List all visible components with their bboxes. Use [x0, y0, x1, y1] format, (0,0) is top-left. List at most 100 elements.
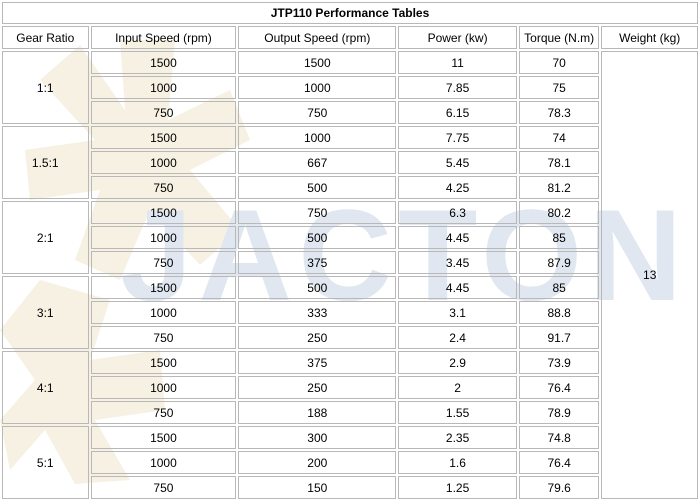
column-header: Weight (kg)	[601, 26, 698, 49]
power-cell: 6.3	[398, 201, 517, 224]
power-cell: 1.6	[398, 451, 517, 474]
input-cell: 1500	[90, 126, 237, 149]
input-cell: 1000	[90, 376, 237, 399]
output-cell: 250	[238, 326, 397, 349]
torque-cell: 91.7	[518, 326, 600, 349]
weight-cell: 13	[601, 51, 698, 499]
power-cell: 4.45	[398, 226, 517, 249]
power-cell: 6.15	[398, 101, 517, 124]
output-cell: 300	[238, 426, 397, 449]
power-cell: 7.75	[398, 126, 517, 149]
torque-cell: 76.4	[518, 376, 600, 399]
output-cell: 1000	[238, 76, 397, 99]
output-cell: 375	[238, 251, 397, 274]
table-row: 750 250 2.4 91.7	[2, 326, 698, 349]
torque-cell: 85	[518, 276, 600, 299]
table-row: 1:1 1500 1500 11 70 13	[2, 51, 698, 499]
table-row: 1.5:1 1500 1000 7.75 74	[2, 126, 698, 199]
output-cell: 1000	[238, 126, 397, 149]
column-header: Input Speed (rpm)	[90, 26, 237, 49]
output-cell: 667	[238, 151, 397, 174]
output-cell: 333	[238, 301, 397, 324]
output-cell: 750	[238, 101, 397, 124]
input-cell: 1500	[90, 51, 237, 74]
input-cell: 1000	[90, 301, 237, 324]
power-cell: 4.25	[398, 176, 517, 199]
torque-cell: 74	[518, 126, 600, 149]
output-cell: 250	[238, 376, 397, 399]
power-cell: 7.85	[398, 76, 517, 99]
output-cell: 150	[238, 476, 397, 499]
input-cell: 750	[90, 251, 237, 274]
input-cell: 1000	[90, 151, 237, 174]
table-row: 5:1 1500 300 2.35 74.8	[2, 426, 698, 499]
gear-ratio-cell: 4:1	[2, 351, 89, 424]
gear-ratio-cell: 2:1	[2, 201, 89, 274]
input-cell: 1500	[90, 276, 237, 299]
power-cell: 3.1	[398, 301, 517, 324]
input-cell: 1500	[90, 201, 237, 224]
gear-ratio-cell: 1.5:1	[2, 126, 89, 199]
power-cell: 2	[398, 376, 517, 399]
table-row: 750 500 4.25 81.2	[2, 176, 698, 199]
input-cell: 750	[90, 476, 237, 499]
torque-cell: 75	[518, 76, 600, 99]
power-cell: 2.4	[398, 326, 517, 349]
table-row: 1000 667 5.45 78.1	[2, 151, 698, 174]
input-cell: 1500	[90, 426, 237, 449]
input-cell: 1500	[90, 351, 237, 374]
table-row: 1000 250 2 76.4	[2, 376, 698, 399]
torque-cell: 85	[518, 226, 600, 249]
input-cell: 750	[90, 101, 237, 124]
input-cell: 1000	[90, 226, 237, 249]
table-row: 750 150 1.25 79.6	[2, 476, 698, 499]
torque-cell: 76.4	[518, 451, 600, 474]
table-row: 2:1 1500 750 6.3 80.2	[2, 201, 698, 274]
power-cell: 2.9	[398, 351, 517, 374]
torque-cell: 78.3	[518, 101, 600, 124]
power-cell: 1.25	[398, 476, 517, 499]
input-cell: 750	[90, 401, 237, 424]
input-cell: 750	[90, 176, 237, 199]
power-cell: 2.35	[398, 426, 517, 449]
gear-ratio-cell: 3:1	[2, 276, 89, 349]
output-cell: 188	[238, 401, 397, 424]
output-cell: 375	[238, 351, 397, 374]
table-row: 1000 500 4.45 85	[2, 226, 698, 249]
output-cell: 750	[238, 201, 397, 224]
table-row: 1000 333 3.1 88.8	[2, 301, 698, 324]
table-row: 4:1 1500 375 2.9 73.9	[2, 351, 698, 424]
torque-cell: 87.9	[518, 251, 600, 274]
table-title: JTP110 Performance Tables	[2, 2, 698, 24]
torque-cell: 78.9	[518, 401, 600, 424]
output-cell: 200	[238, 451, 397, 474]
power-cell: 4.45	[398, 276, 517, 299]
table-row: 750 188 1.55 78.9	[2, 401, 698, 424]
column-header: Gear Ratio	[2, 26, 89, 49]
torque-cell: 70	[518, 51, 600, 74]
column-header: Output Speed (rpm)	[238, 26, 397, 49]
input-cell: 1000	[90, 451, 237, 474]
header-row: Gear Ratio Input Speed (rpm) Output Speed …	[2, 26, 698, 49]
table-row: 1000 200 1.6 76.4	[2, 451, 698, 474]
torque-cell: 73.9	[518, 351, 600, 374]
torque-cell: 74.8	[518, 426, 600, 449]
input-cell: 750	[90, 326, 237, 349]
input-cell: 1000	[90, 76, 237, 99]
torque-cell: 88.8	[518, 301, 600, 324]
table-row: 750 375 3.45 87.9	[2, 251, 698, 274]
table-row: 3:1 1500 500 4.45 85	[2, 276, 698, 349]
power-cell: 5.45	[398, 151, 517, 174]
torque-cell: 78.1	[518, 151, 600, 174]
column-header: Torque (N.m)	[518, 26, 600, 49]
gear-ratio-cell: 1:1	[2, 51, 89, 124]
output-cell: 500	[238, 176, 397, 199]
output-cell: 500	[238, 276, 397, 299]
table-row: 1000 1000 7.85 75	[2, 76, 698, 99]
column-header: Power (kw)	[398, 26, 517, 49]
output-cell: 1500	[238, 51, 397, 74]
output-cell: 500	[238, 226, 397, 249]
power-cell: 3.45	[398, 251, 517, 274]
table-body: 1:1 1500 1500 11 70 13 1000 1000 7.85 75 750 750 6.1…	[2, 51, 698, 499]
